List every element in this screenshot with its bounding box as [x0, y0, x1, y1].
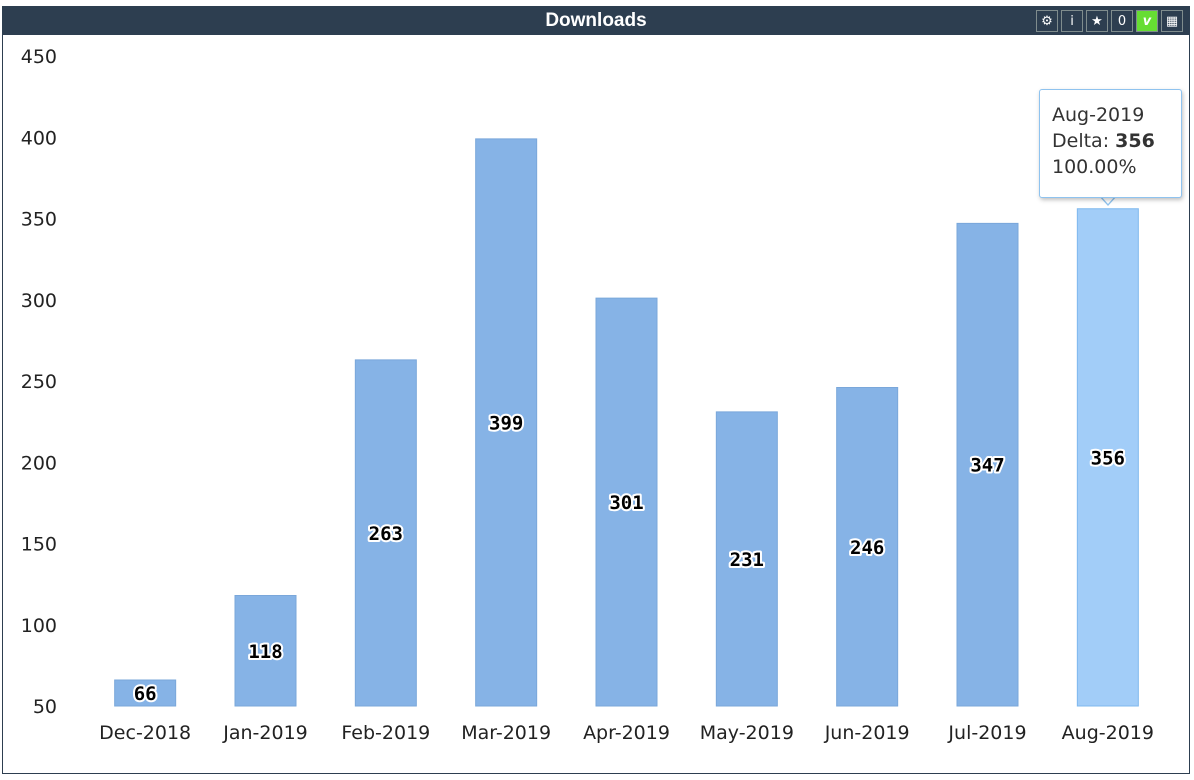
bar[interactable] [234, 595, 297, 707]
x-tick-label: May-2019 [700, 722, 794, 744]
x-tick-label: Aug-2019 [1062, 722, 1154, 744]
y-tick-label: 100 [21, 615, 57, 637]
bar-data-label: 356 [1091, 447, 1125, 469]
bar[interactable] [836, 387, 899, 707]
bar-data-label: 118 [248, 641, 282, 663]
panel-toolbar: ⚙ i ★ 0 v ▦ [1036, 10, 1183, 32]
x-tick-label: Jan-2019 [222, 722, 308, 744]
bar[interactable] [114, 679, 177, 707]
x-tick-label: Feb-2019 [341, 722, 430, 744]
bar-data-label: 231 [730, 549, 764, 571]
info-icon[interactable]: i [1061, 10, 1083, 32]
gear-icon[interactable]: ⚙ [1036, 10, 1058, 32]
y-tick-label: 200 [21, 452, 57, 474]
bar-data-label: 246 [850, 537, 884, 559]
zero-button[interactable]: 0 [1111, 10, 1133, 32]
y-tick-label: 50 [33, 696, 57, 718]
bar[interactable] [354, 359, 417, 707]
v-button[interactable]: v [1136, 10, 1158, 32]
tooltip-category: Aug-2019 [1052, 104, 1145, 126]
x-tick-label: Apr-2019 [583, 722, 670, 744]
bar[interactable] [1076, 208, 1139, 707]
bar-data-label: 301 [609, 492, 643, 514]
y-tick-label: 400 [21, 127, 57, 149]
tooltip-arrow-fill [1100, 195, 1116, 204]
bar[interactable] [475, 138, 538, 707]
bar[interactable] [595, 297, 658, 707]
x-tick-label: Mar-2019 [461, 722, 551, 744]
y-tick-label: 150 [21, 534, 57, 556]
tooltip-delta: Delta: 356 [1052, 128, 1169, 154]
y-tick-label: 250 [21, 371, 57, 393]
x-tick-label: Jun-2019 [824, 722, 910, 744]
bar-data-label: 347 [970, 455, 1004, 477]
x-tick-label: Dec-2018 [99, 722, 191, 744]
table-icon[interactable]: ▦ [1161, 10, 1183, 32]
panel-title: Downloads [545, 10, 647, 31]
bar[interactable] [715, 411, 778, 707]
y-tick-label: 350 [21, 209, 57, 231]
tooltip-delta-label: Delta: [1052, 130, 1116, 152]
star-icon[interactable]: ★ [1086, 10, 1108, 32]
bar-data-label: 263 [369, 523, 403, 545]
bar-data-label: 66 [134, 683, 157, 705]
panel-header: Downloads ⚙ i ★ 0 v ▦ [3, 7, 1189, 35]
bar[interactable] [956, 222, 1019, 707]
chart-tooltip: Aug-2019 Delta: 356 100.00% [1039, 89, 1182, 198]
bar-data-label: 399 [489, 412, 523, 434]
x-tick-label: Jul-2019 [947, 722, 1026, 744]
y-tick-label: 450 [21, 46, 57, 68]
y-tick-label: 300 [21, 290, 57, 312]
tooltip-percent: 100.00% [1052, 156, 1137, 178]
tooltip-delta-value: 356 [1115, 130, 1155, 152]
